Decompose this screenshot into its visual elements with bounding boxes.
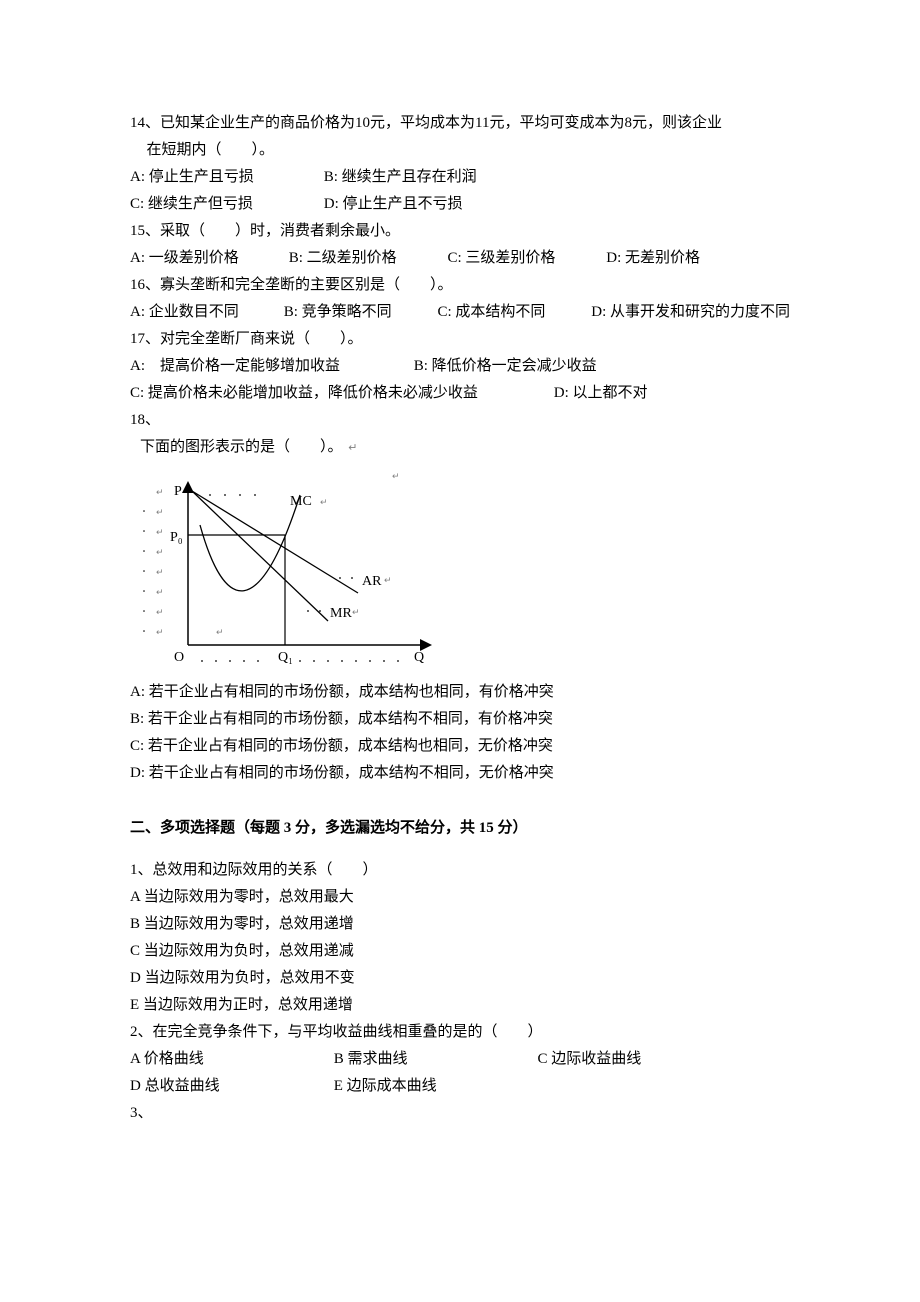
svg-text:↵: ↵ xyxy=(156,547,164,557)
q14-options-row1: A: 停止生产且亏损 B: 继续生产且存在利润 xyxy=(130,164,790,191)
q18-chart: ↵ ↵ ↵ ↵ ↵ ↵ ↵ ↵ ↵ ↵ ↵ ↵ ↵ P P₀ O Q₁ Q MC AR MR xyxy=(130,465,790,675)
q16-stem: 16、寡头垄断和完全垄断的主要区别是（ ）。 xyxy=(130,272,790,299)
svg-text:↵: ↵ xyxy=(156,607,164,617)
svg-text:MC: MC xyxy=(290,494,312,509)
m1-option-b: B 当边际效用为零时，总效用递增 xyxy=(130,911,790,938)
m2-option-a: A 价格曲线 xyxy=(130,1046,330,1073)
svg-text:↵: ↵ xyxy=(156,587,164,597)
q15-option-d: D: 无差别价格 xyxy=(606,245,700,272)
m2-option-e: E 边际成本曲线 xyxy=(334,1073,437,1100)
m1-stem: 1、总效用和边际效用的关系（ ） xyxy=(130,857,790,884)
svg-text:AR: AR xyxy=(362,574,382,589)
svg-text:↵: ↵ xyxy=(216,627,224,637)
svg-text:↵: ↵ xyxy=(156,507,164,517)
q14-option-a: A: 停止生产且亏损 xyxy=(130,164,320,191)
q18-caption: 下面的图形表示的是（ ）。 ↵ xyxy=(140,434,790,461)
q14-stem-line2: 在短期内（ ）。 xyxy=(130,137,790,164)
economics-chart-svg: ↵ ↵ ↵ ↵ ↵ ↵ ↵ ↵ ↵ ↵ ↵ ↵ ↵ P P₀ O Q₁ Q MC AR MR xyxy=(130,465,450,675)
q16-option-b: B: 竞争策略不同 xyxy=(284,299,434,326)
svg-text:O: O xyxy=(174,650,184,665)
svg-text:P: P xyxy=(174,484,182,499)
q16-option-a: A: 企业数目不同 xyxy=(130,299,280,326)
q18-number: 18、 xyxy=(130,407,790,434)
m1-option-a: A 当边际效用为零时，总效用最大 xyxy=(130,884,790,911)
svg-text:↵: ↵ xyxy=(320,497,328,507)
q17-options-row1: A: 提高价格一定能够增加收益 B: 降低价格一定会减少收益 xyxy=(130,353,790,380)
m2-stem: 2、在完全竞争条件下，与平均收益曲线相重叠的是的（ ） xyxy=(130,1019,790,1046)
svg-text:↵: ↵ xyxy=(352,607,360,617)
m1-option-d: D 当边际效用为负时，总效用不变 xyxy=(130,965,790,992)
m2-option-d: D 总收益曲线 xyxy=(130,1073,330,1100)
q17-option-a: A: 提高价格一定能够增加收益 xyxy=(130,353,410,380)
q16-option-c: C: 成本结构不同 xyxy=(438,299,588,326)
svg-text:↵: ↵ xyxy=(156,567,164,577)
m2-options-row1: A 价格曲线 B 需求曲线 C 边际收益曲线 xyxy=(130,1046,790,1073)
m3-number: 3、 xyxy=(130,1100,790,1127)
q15-options: A: 一级差别价格 B: 二级差别价格 C: 三级差别价格 D: 无差别价格 xyxy=(130,245,790,272)
q18-option-b: B: 若干企业占有相同的市场份额，成本结构不相同，有价格冲突 xyxy=(130,706,790,733)
svg-text:Q: Q xyxy=(414,650,424,665)
m1-option-e: E 当边际效用为正时，总效用递增 xyxy=(130,992,790,1019)
q17-option-d: D: 以上都不对 xyxy=(554,380,648,407)
q14-options-row2: C: 继续生产但亏损 D: 停止生产且不亏损 xyxy=(130,191,790,218)
svg-text:↵: ↵ xyxy=(156,527,164,537)
q18-option-d: D: 若干企业占有相同的市场份额，成本结构不相同，无价格冲突 xyxy=(130,760,790,787)
m2-option-b: B 需求曲线 xyxy=(334,1046,534,1073)
q14-stem-line1: 14、已知某企业生产的商品价格为10元，平均成本为11元，平均可变成本为8元，则… xyxy=(130,110,790,137)
q18-caption-text: 下面的图形表示的是（ ）。 xyxy=(140,439,343,455)
svg-text:↵: ↵ xyxy=(156,487,164,497)
svg-text:MR: MR xyxy=(330,606,352,621)
q14-option-c: C: 继续生产但亏损 xyxy=(130,191,320,218)
q14-option-b: B: 继续生产且存在利润 xyxy=(324,164,477,191)
exam-page: 14、已知某企业生产的商品价格为10元，平均成本为11元，平均可变成本为8元，则… xyxy=(0,0,920,1302)
q15-option-b: B: 二级差别价格 xyxy=(289,245,444,272)
q17-option-b: B: 降低价格一定会减少收益 xyxy=(414,353,597,380)
q15-option-a: A: 一级差别价格 xyxy=(130,245,285,272)
q15-stem: 15、采取（ ）时，消费者剩余最小。 xyxy=(130,218,790,245)
q17-stem: 17、对完全垄断厂商来说（ ）。 xyxy=(130,326,790,353)
svg-text:↵: ↵ xyxy=(392,471,400,481)
svg-text:Q₁: Q₁ xyxy=(278,650,293,665)
q16-option-d: D: 从事开发和研究的力度不同 xyxy=(591,299,790,326)
svg-text:↵: ↵ xyxy=(156,627,164,637)
m2-option-c: C 边际收益曲线 xyxy=(538,1046,642,1073)
q15-option-c: C: 三级差别价格 xyxy=(448,245,603,272)
q17-option-c: C: 提高价格未必能增加收益，降低价格未必减少收益 xyxy=(130,380,550,407)
q18-option-a: A: 若干企业占有相同的市场份额，成本结构也相同，有价格冲突 xyxy=(130,679,790,706)
q18-option-c: C: 若干企业占有相同的市场份额，成本结构也相同，无价格冲突 xyxy=(130,733,790,760)
q14-option-d: D: 停止生产且不亏损 xyxy=(324,191,463,218)
return-mark-icon: ↵ xyxy=(348,442,357,454)
q16-options: A: 企业数目不同 B: 竞争策略不同 C: 成本结构不同 D: 从事开发和研究… xyxy=(130,299,790,326)
q17-options-row2: C: 提高价格未必能增加收益，降低价格未必减少收益 D: 以上都不对 xyxy=(130,380,790,407)
m1-option-c: C 当边际效用为负时，总效用递减 xyxy=(130,938,790,965)
m2-options-row2: D 总收益曲线 E 边际成本曲线 xyxy=(130,1073,790,1100)
svg-text:P₀: P₀ xyxy=(170,530,183,545)
svg-text:↵: ↵ xyxy=(384,575,392,585)
section2-title: 二、多项选择题（每题 3 分，多选漏选均不给分，共 15 分） xyxy=(130,815,790,842)
